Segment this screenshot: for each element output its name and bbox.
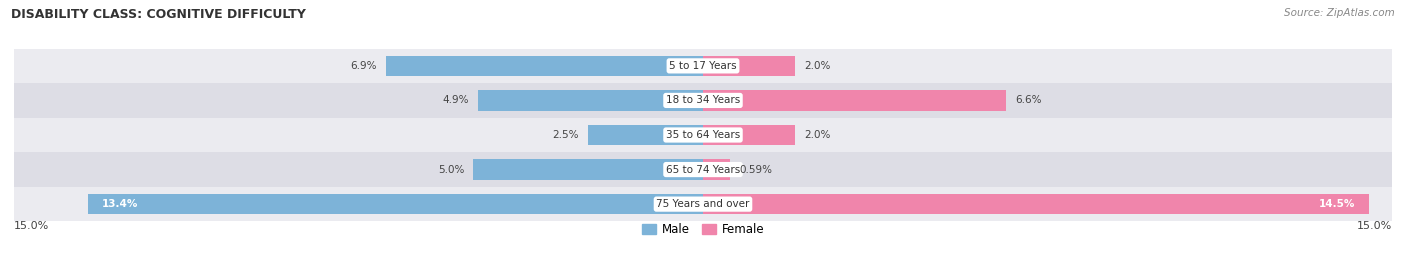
Text: 4.9%: 4.9% xyxy=(443,95,468,106)
Bar xyxy=(703,194,1369,214)
Text: 35 to 64 Years: 35 to 64 Years xyxy=(666,130,740,140)
Text: 18 to 34 Years: 18 to 34 Years xyxy=(666,95,740,106)
Bar xyxy=(14,49,1392,83)
Bar xyxy=(703,56,794,76)
Text: 2.0%: 2.0% xyxy=(804,130,831,140)
Bar xyxy=(474,159,703,180)
Text: 5.0%: 5.0% xyxy=(437,164,464,175)
Bar xyxy=(478,90,703,111)
Text: 15.0%: 15.0% xyxy=(1357,221,1392,231)
Bar xyxy=(14,187,1392,221)
Bar xyxy=(703,159,730,180)
Text: 75 Years and over: 75 Years and over xyxy=(657,199,749,209)
Text: 65 to 74 Years: 65 to 74 Years xyxy=(666,164,740,175)
Text: 2.5%: 2.5% xyxy=(553,130,579,140)
Bar xyxy=(703,90,1007,111)
Bar xyxy=(387,56,703,76)
Bar xyxy=(703,125,794,145)
Text: 2.0%: 2.0% xyxy=(804,61,831,71)
Text: 6.6%: 6.6% xyxy=(1015,95,1042,106)
Bar xyxy=(588,125,703,145)
Text: Source: ZipAtlas.com: Source: ZipAtlas.com xyxy=(1284,8,1395,18)
Legend: Male, Female: Male, Female xyxy=(641,223,765,236)
Text: 0.59%: 0.59% xyxy=(740,164,772,175)
Bar xyxy=(14,83,1392,118)
Bar xyxy=(87,194,703,214)
Text: 15.0%: 15.0% xyxy=(14,221,49,231)
Text: 13.4%: 13.4% xyxy=(101,199,138,209)
Text: DISABILITY CLASS: COGNITIVE DIFFICULTY: DISABILITY CLASS: COGNITIVE DIFFICULTY xyxy=(11,8,307,21)
Bar xyxy=(14,152,1392,187)
Text: 14.5%: 14.5% xyxy=(1319,199,1355,209)
Text: 6.9%: 6.9% xyxy=(350,61,377,71)
Bar xyxy=(14,118,1392,152)
Text: 5 to 17 Years: 5 to 17 Years xyxy=(669,61,737,71)
